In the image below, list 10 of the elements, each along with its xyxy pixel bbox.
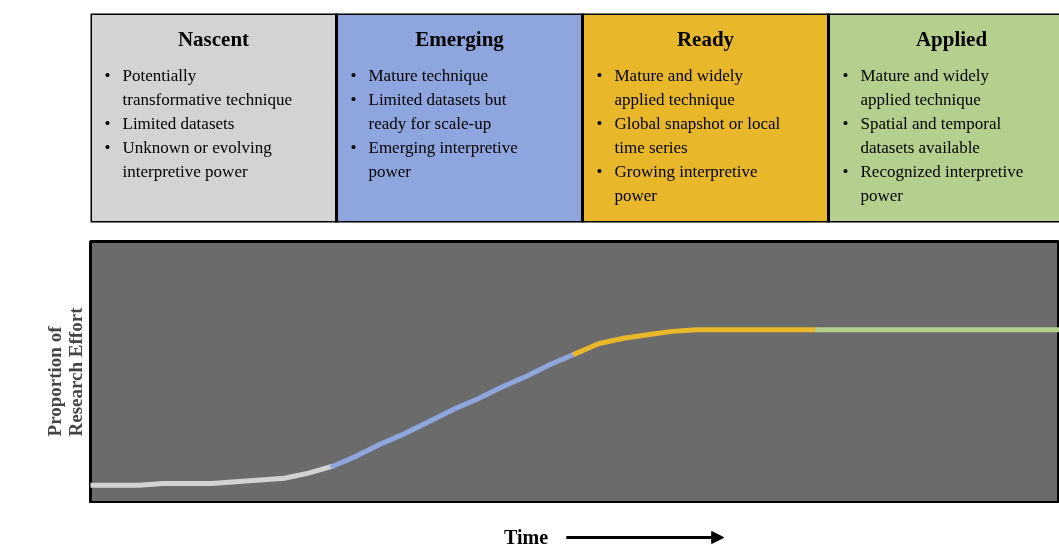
text: Ready <box>676 26 735 51</box>
x-axis-title: Time <box>504 525 549 545</box>
text: Emerging <box>415 26 505 51</box>
text: • Mature and widely applied technique • Spatial and temporal datasets available • Recognized interpretive power <box>842 66 1024 205</box>
text: Nascent <box>177 26 250 51</box>
text: • Mature and widely applied technique • Global snapshot or local time series • Growing interpretive power <box>596 66 781 205</box>
text: • Potentially transformative technique • Limited datasets • Unknown or evolving interpretive power <box>104 66 292 181</box>
text: • Mature technique • Limited datasets but ready for scale-up • Emerging interpretive power <box>350 66 518 181</box>
text: Applied <box>915 26 988 51</box>
y-axis-title: Proportion of Research Effort <box>43 306 86 437</box>
